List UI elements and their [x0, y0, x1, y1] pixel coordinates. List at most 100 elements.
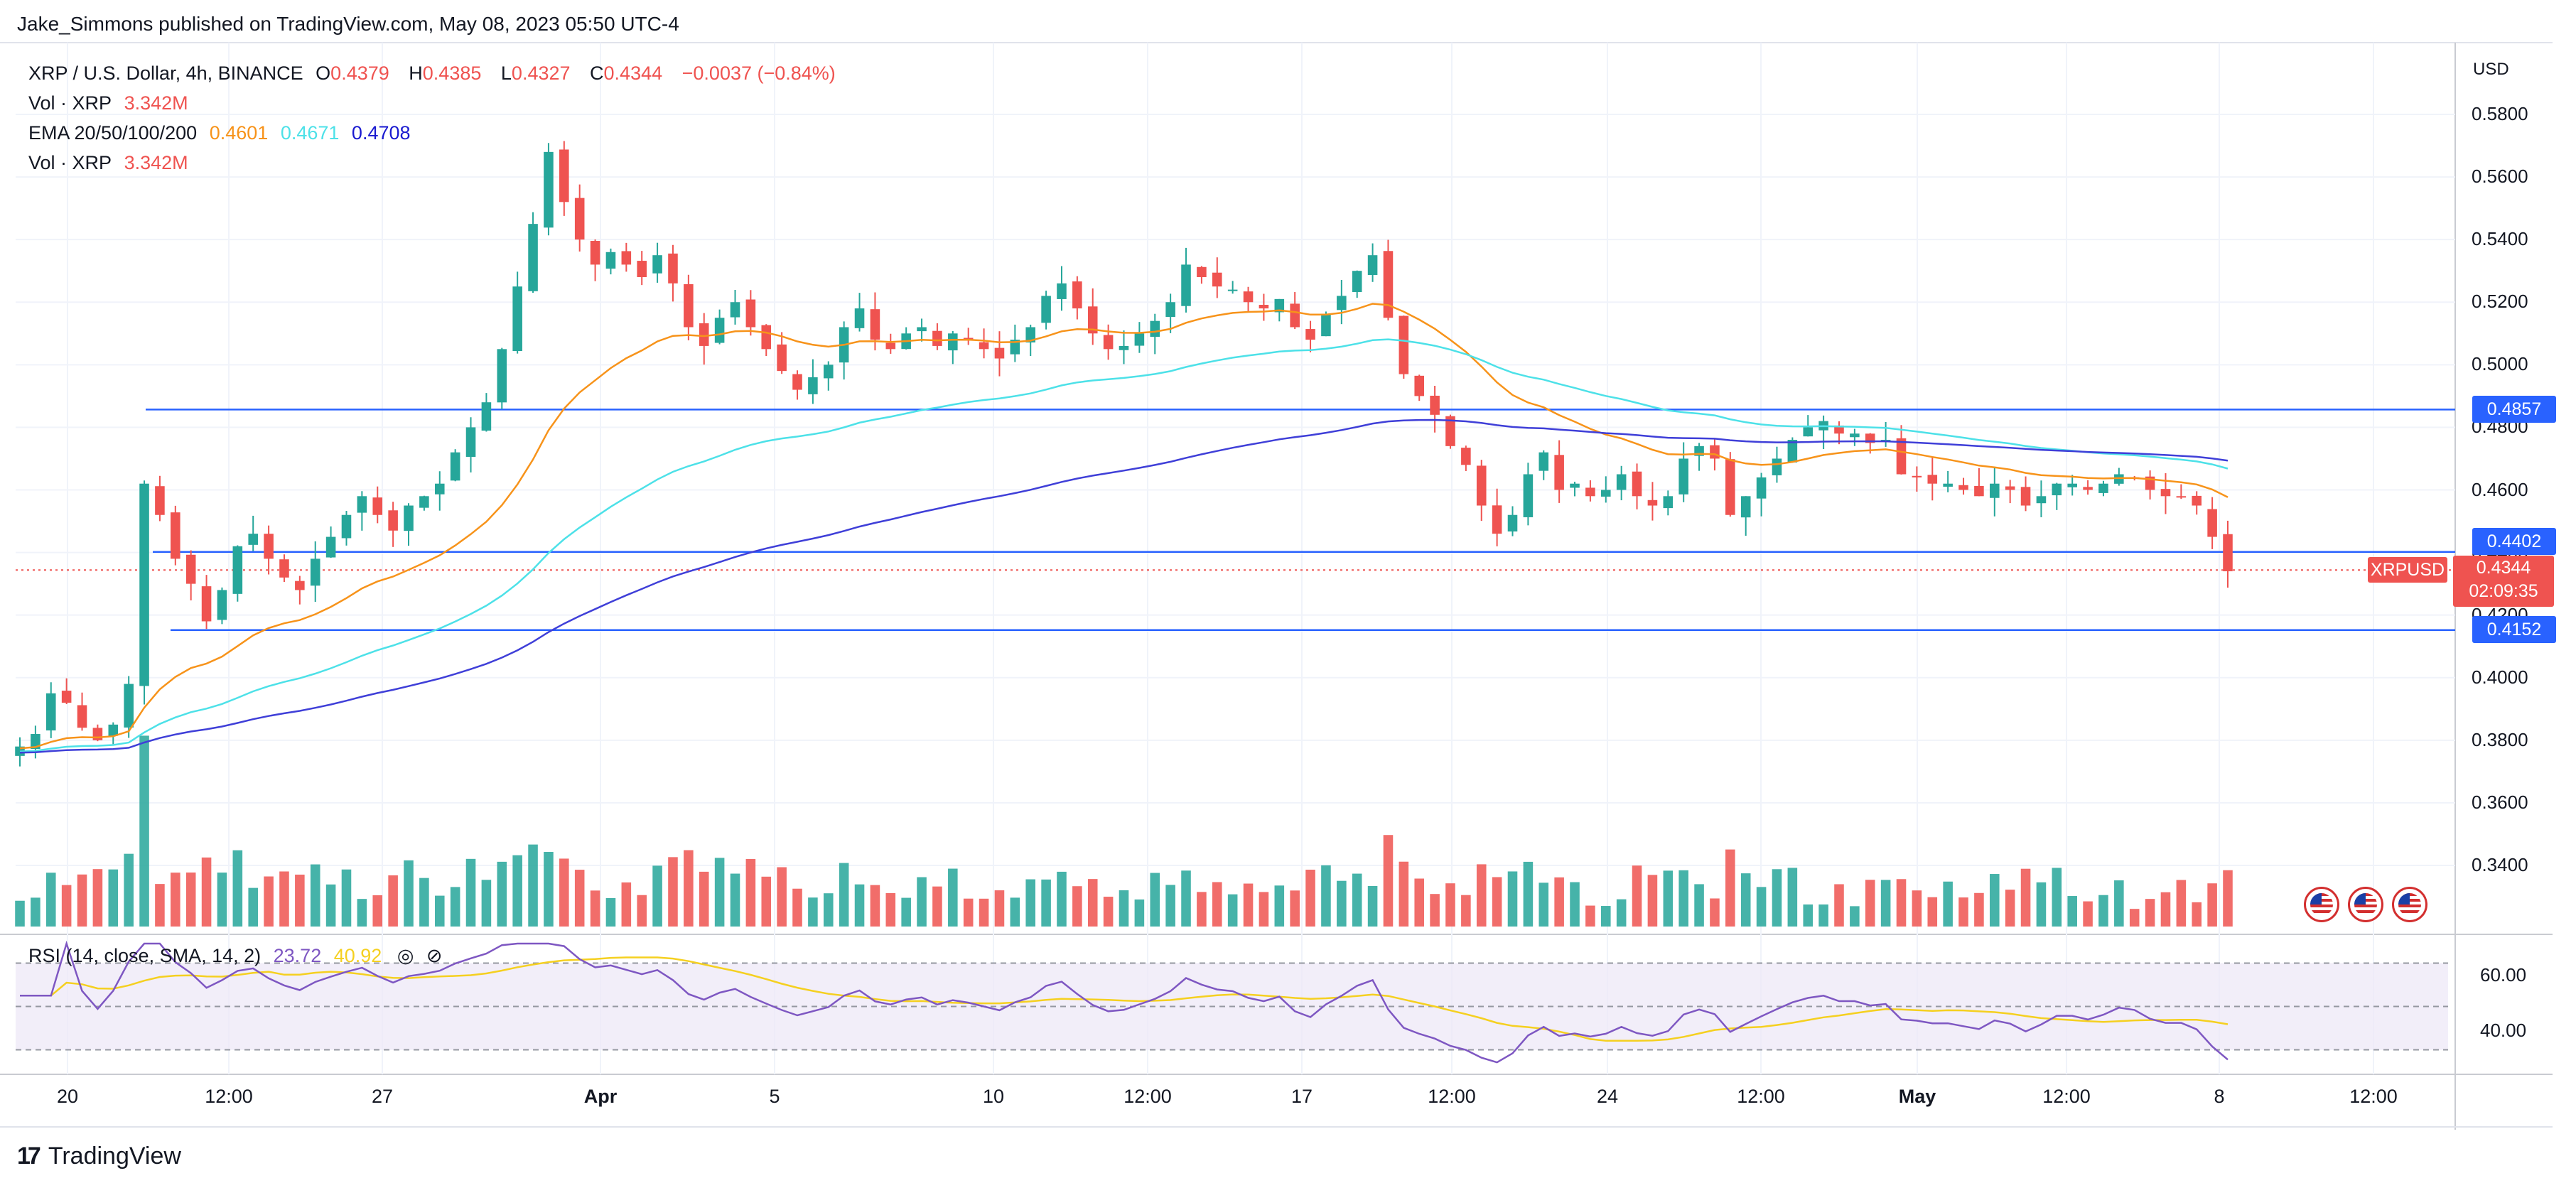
candle-body [1072, 281, 1082, 309]
last-price-tag: 0.4344 02:09:35 [2453, 556, 2554, 607]
volume-bar [668, 857, 678, 927]
candle-body [1585, 487, 1595, 497]
price-axis-label: 0.5000 [2472, 353, 2528, 375]
candle-body [92, 728, 103, 740]
rsi-label[interactable]: RSI (14, close, SMA, 14, 2) [28, 945, 262, 966]
candle-body [637, 261, 647, 278]
ema-label[interactable]: EMA 20/50/100/200 [28, 122, 198, 144]
candle-body [2223, 534, 2233, 572]
high-value: 0.4385 [422, 63, 482, 84]
symbol-name[interactable]: XRP / U.S. Dollar, 4h, BINANCE [28, 63, 303, 84]
volume-bar [1445, 883, 1455, 927]
candle-body [388, 510, 398, 531]
candle-body [1057, 283, 1067, 299]
volume-bar [528, 844, 538, 927]
time-axis-label: 20 [56, 1086, 79, 1107]
candle-body [1181, 264, 1191, 306]
candle-body [450, 452, 460, 481]
volume-bar [714, 858, 725, 927]
volume-bar [2129, 909, 2140, 927]
volume-bar [1990, 874, 2000, 927]
ema-legend: EMA 20/50/100/200 0.4601 0.4671 0.4708 [28, 122, 418, 144]
candle-body [2176, 496, 2187, 498]
candle-body [544, 151, 554, 228]
volume-bar [1958, 897, 1968, 927]
volume-bar [1461, 895, 1471, 927]
currency-label: USD [2473, 60, 2509, 79]
volume-bar [1041, 879, 1051, 927]
candle-body [1974, 485, 1984, 497]
volume-bar [2223, 870, 2233, 927]
volume-bar [2052, 868, 2062, 927]
volume-bar [1865, 880, 1875, 927]
rsi-value: 23.72 [273, 945, 322, 966]
volume-bar [1570, 882, 1580, 927]
candle-body [2036, 496, 2047, 504]
candle-body [295, 580, 305, 590]
volume-bar [1740, 873, 1751, 927]
candle-body [419, 496, 429, 508]
rsi-legend: RSI (14, close, SMA, 14, 2) 23.72 40.92 … [28, 945, 450, 967]
volume-bar [1430, 894, 1440, 927]
us-flag-icon[interactable] [2348, 887, 2383, 922]
volume-bar [171, 873, 180, 927]
price-axis-label: 0.4600 [2472, 478, 2528, 500]
hidden-eye-icon[interactable]: ⊘ [426, 945, 443, 966]
ema50-line [19, 338, 2229, 752]
candle-body [979, 342, 989, 350]
time-axis-label: 12:00 [1428, 1086, 1476, 1107]
candle-body [45, 693, 56, 731]
candle-body [1663, 496, 1674, 509]
candle-body [1134, 333, 1145, 346]
volume-bar [1399, 861, 1409, 927]
price-axis-label: 0.5600 [2472, 166, 2528, 188]
volume-bar [1834, 884, 1844, 927]
volume-bar [917, 877, 927, 927]
candle-body [201, 586, 212, 622]
candle-body [1321, 314, 1331, 337]
time-axis-label: 12:00 [1737, 1086, 1785, 1107]
candle-body [1025, 327, 1036, 342]
low-label: L [500, 63, 512, 84]
candle-body [232, 546, 243, 594]
volume-bar [512, 855, 522, 927]
candle-body [61, 691, 72, 703]
tradingview-logo[interactable]: 17 TradingView [17, 1143, 181, 1170]
candle-body [1740, 496, 1751, 518]
volume-bar [1694, 884, 1704, 927]
volume-bar [994, 890, 1005, 927]
time-axis-label: 5 [769, 1086, 780, 1107]
candle-body [885, 342, 896, 350]
volume-bar [404, 860, 414, 927]
volume-label[interactable]: Vol · XRP [28, 92, 112, 114]
time-axis-label: 12:00 [205, 1086, 253, 1107]
candle-body [1010, 340, 1020, 355]
us-flag-icon[interactable] [2392, 887, 2427, 922]
volume-bar [745, 858, 756, 927]
open-label: O [316, 63, 331, 84]
time-axis-label: 8 [2214, 1086, 2225, 1107]
resistance-level-tag: 0.4857 [2472, 396, 2556, 423]
volume-bar [1912, 890, 1922, 927]
volume-bar [2160, 892, 2171, 927]
volume-label-2[interactable]: Vol · XRP [28, 152, 112, 173]
candle-body [1492, 505, 1502, 534]
candle-body [948, 333, 958, 351]
volume-bar [823, 893, 834, 927]
ema100-value: 0.4708 [351, 122, 411, 144]
volume-bar [434, 895, 445, 927]
candle-body [2067, 483, 2077, 487]
visibility-eye-icon[interactable]: ◎ [397, 945, 414, 966]
volume-bar [1057, 871, 1067, 927]
candle-body [963, 338, 974, 340]
candle-body [2098, 483, 2108, 493]
volume-bar [185, 872, 196, 927]
volume-bar [1554, 877, 1564, 927]
us-flag-icon[interactable] [2304, 887, 2339, 922]
candle-body [1227, 289, 1238, 291]
volume-bar [1710, 898, 1720, 927]
volume-bar [2176, 880, 2187, 927]
candle-body [1337, 296, 1347, 310]
candle-body [1430, 395, 1440, 415]
